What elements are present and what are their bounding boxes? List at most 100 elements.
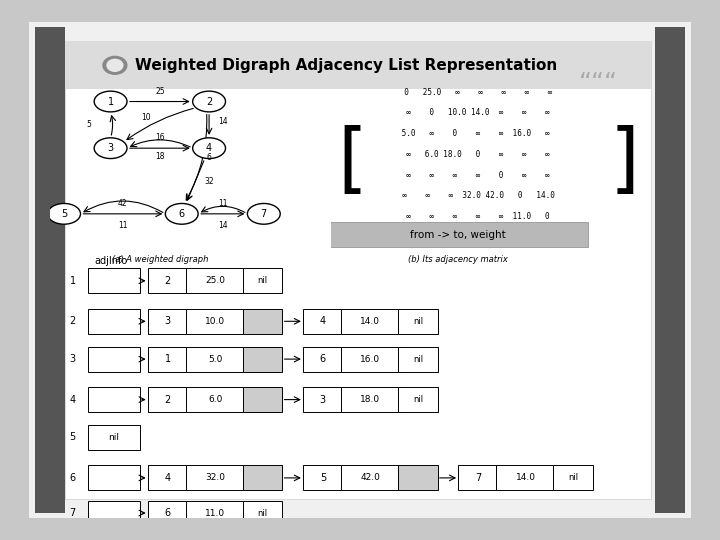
Text: adjInfo: adjInfo [95,256,128,267]
FancyBboxPatch shape [243,309,282,334]
Bar [66,42,652,89]
Text: nil: nil [413,395,423,404]
Text: 5.0: 5.0 [208,355,222,363]
Text: 16: 16 [155,133,165,143]
Bar [66,42,652,498]
Text: 2: 2 [70,316,76,326]
FancyBboxPatch shape [88,387,140,412]
Circle shape [107,59,123,71]
FancyBboxPatch shape [459,465,498,490]
Text: 11.0: 11.0 [205,509,225,517]
Text: nil: nil [413,355,423,363]
FancyBboxPatch shape [554,465,593,490]
FancyBboxPatch shape [88,501,140,525]
Text: [: [ [338,125,367,199]
Text: 7: 7 [475,473,481,483]
FancyBboxPatch shape [186,347,244,372]
Text: nil: nil [108,433,120,442]
FancyBboxPatch shape [186,309,244,334]
Text: 5.0   ∞    0    ∞    ∞  16.0   ∞: 5.0 ∞ 0 ∞ ∞ 16.0 ∞ [397,129,550,138]
Text: 10: 10 [141,113,151,123]
Text: Weighted Digraph Adjacency List Representation: Weighted Digraph Adjacency List Represen… [135,58,557,73]
FancyBboxPatch shape [88,425,140,450]
FancyBboxPatch shape [303,309,343,334]
FancyBboxPatch shape [148,465,187,490]
Text: 2: 2 [164,276,171,286]
FancyBboxPatch shape [148,387,187,412]
Text: 3: 3 [165,316,171,326]
Text: 6: 6 [207,153,212,162]
Text: 3: 3 [70,354,76,364]
FancyBboxPatch shape [398,309,438,334]
FancyBboxPatch shape [88,465,140,490]
Text: ∞   6.0 18.0   0    ∞    ∞    ∞: ∞ 6.0 18.0 0 ∞ ∞ ∞ [397,150,550,159]
Circle shape [248,204,280,224]
FancyBboxPatch shape [341,347,400,372]
FancyBboxPatch shape [341,309,400,334]
Text: 5: 5 [86,120,91,130]
FancyBboxPatch shape [328,222,588,247]
Text: 7: 7 [261,209,267,219]
FancyBboxPatch shape [303,465,343,490]
Text: 1: 1 [107,97,114,106]
Text: 5: 5 [61,209,67,219]
Text: 18.0: 18.0 [360,395,380,404]
Text: 14.0: 14.0 [516,474,536,482]
Text: 4: 4 [70,395,76,404]
Text: 2: 2 [164,395,171,404]
FancyBboxPatch shape [88,347,140,372]
Text: 6.0: 6.0 [208,395,222,404]
FancyBboxPatch shape [148,309,187,334]
Circle shape [94,138,127,159]
FancyBboxPatch shape [497,465,554,490]
Text: 1: 1 [70,276,76,286]
FancyBboxPatch shape [148,268,187,293]
FancyBboxPatch shape [303,347,343,372]
FancyBboxPatch shape [148,501,187,525]
FancyBboxPatch shape [186,465,244,490]
Text: 4: 4 [320,316,326,326]
Circle shape [94,91,127,112]
Text: ]: ] [610,125,640,199]
FancyBboxPatch shape [88,309,140,334]
Text: 32: 32 [204,177,214,186]
Text: 42.0: 42.0 [361,474,380,482]
FancyBboxPatch shape [148,347,187,372]
Text: 6: 6 [179,209,185,219]
Text: 18: 18 [155,152,165,161]
FancyBboxPatch shape [186,268,244,293]
Bar [654,26,685,514]
Text: ∞    ∞    ∞  32.0 42.0   0   14.0: ∞ ∞ ∞ 32.0 42.0 0 14.0 [393,191,554,200]
FancyBboxPatch shape [341,387,400,412]
Text: ∞    ∞    ∞    ∞    ∞  11.0   0: ∞ ∞ ∞ ∞ ∞ 11.0 0 [397,212,550,221]
Text: 6: 6 [165,508,171,518]
FancyBboxPatch shape [398,347,438,372]
Text: 25.0: 25.0 [205,276,225,285]
FancyBboxPatch shape [303,387,343,412]
Text: 14: 14 [218,221,228,231]
Text: nil: nil [258,276,268,285]
Text: 3: 3 [320,395,326,404]
Text: 16.0: 16.0 [360,355,380,363]
FancyBboxPatch shape [243,387,282,412]
Text: 4: 4 [165,473,171,483]
Circle shape [193,91,225,112]
Text: nil: nil [568,474,578,482]
Text: nil: nil [258,509,268,517]
Text: “““: “““ [580,71,618,95]
Text: 6: 6 [320,354,326,364]
Text: 14.0: 14.0 [361,317,380,326]
Text: (b) Its adjacency matrix: (b) Its adjacency matrix [408,255,508,264]
FancyBboxPatch shape [243,347,282,372]
FancyBboxPatch shape [88,268,140,293]
FancyBboxPatch shape [243,465,282,490]
FancyBboxPatch shape [398,387,438,412]
Text: 5: 5 [70,433,76,442]
FancyBboxPatch shape [186,387,244,412]
FancyBboxPatch shape [243,268,282,293]
Text: 32.0: 32.0 [205,474,225,482]
FancyBboxPatch shape [16,12,704,528]
Text: (a) A weighted digraph: (a) A weighted digraph [112,255,208,264]
Text: 2: 2 [206,97,212,106]
Circle shape [48,204,81,224]
